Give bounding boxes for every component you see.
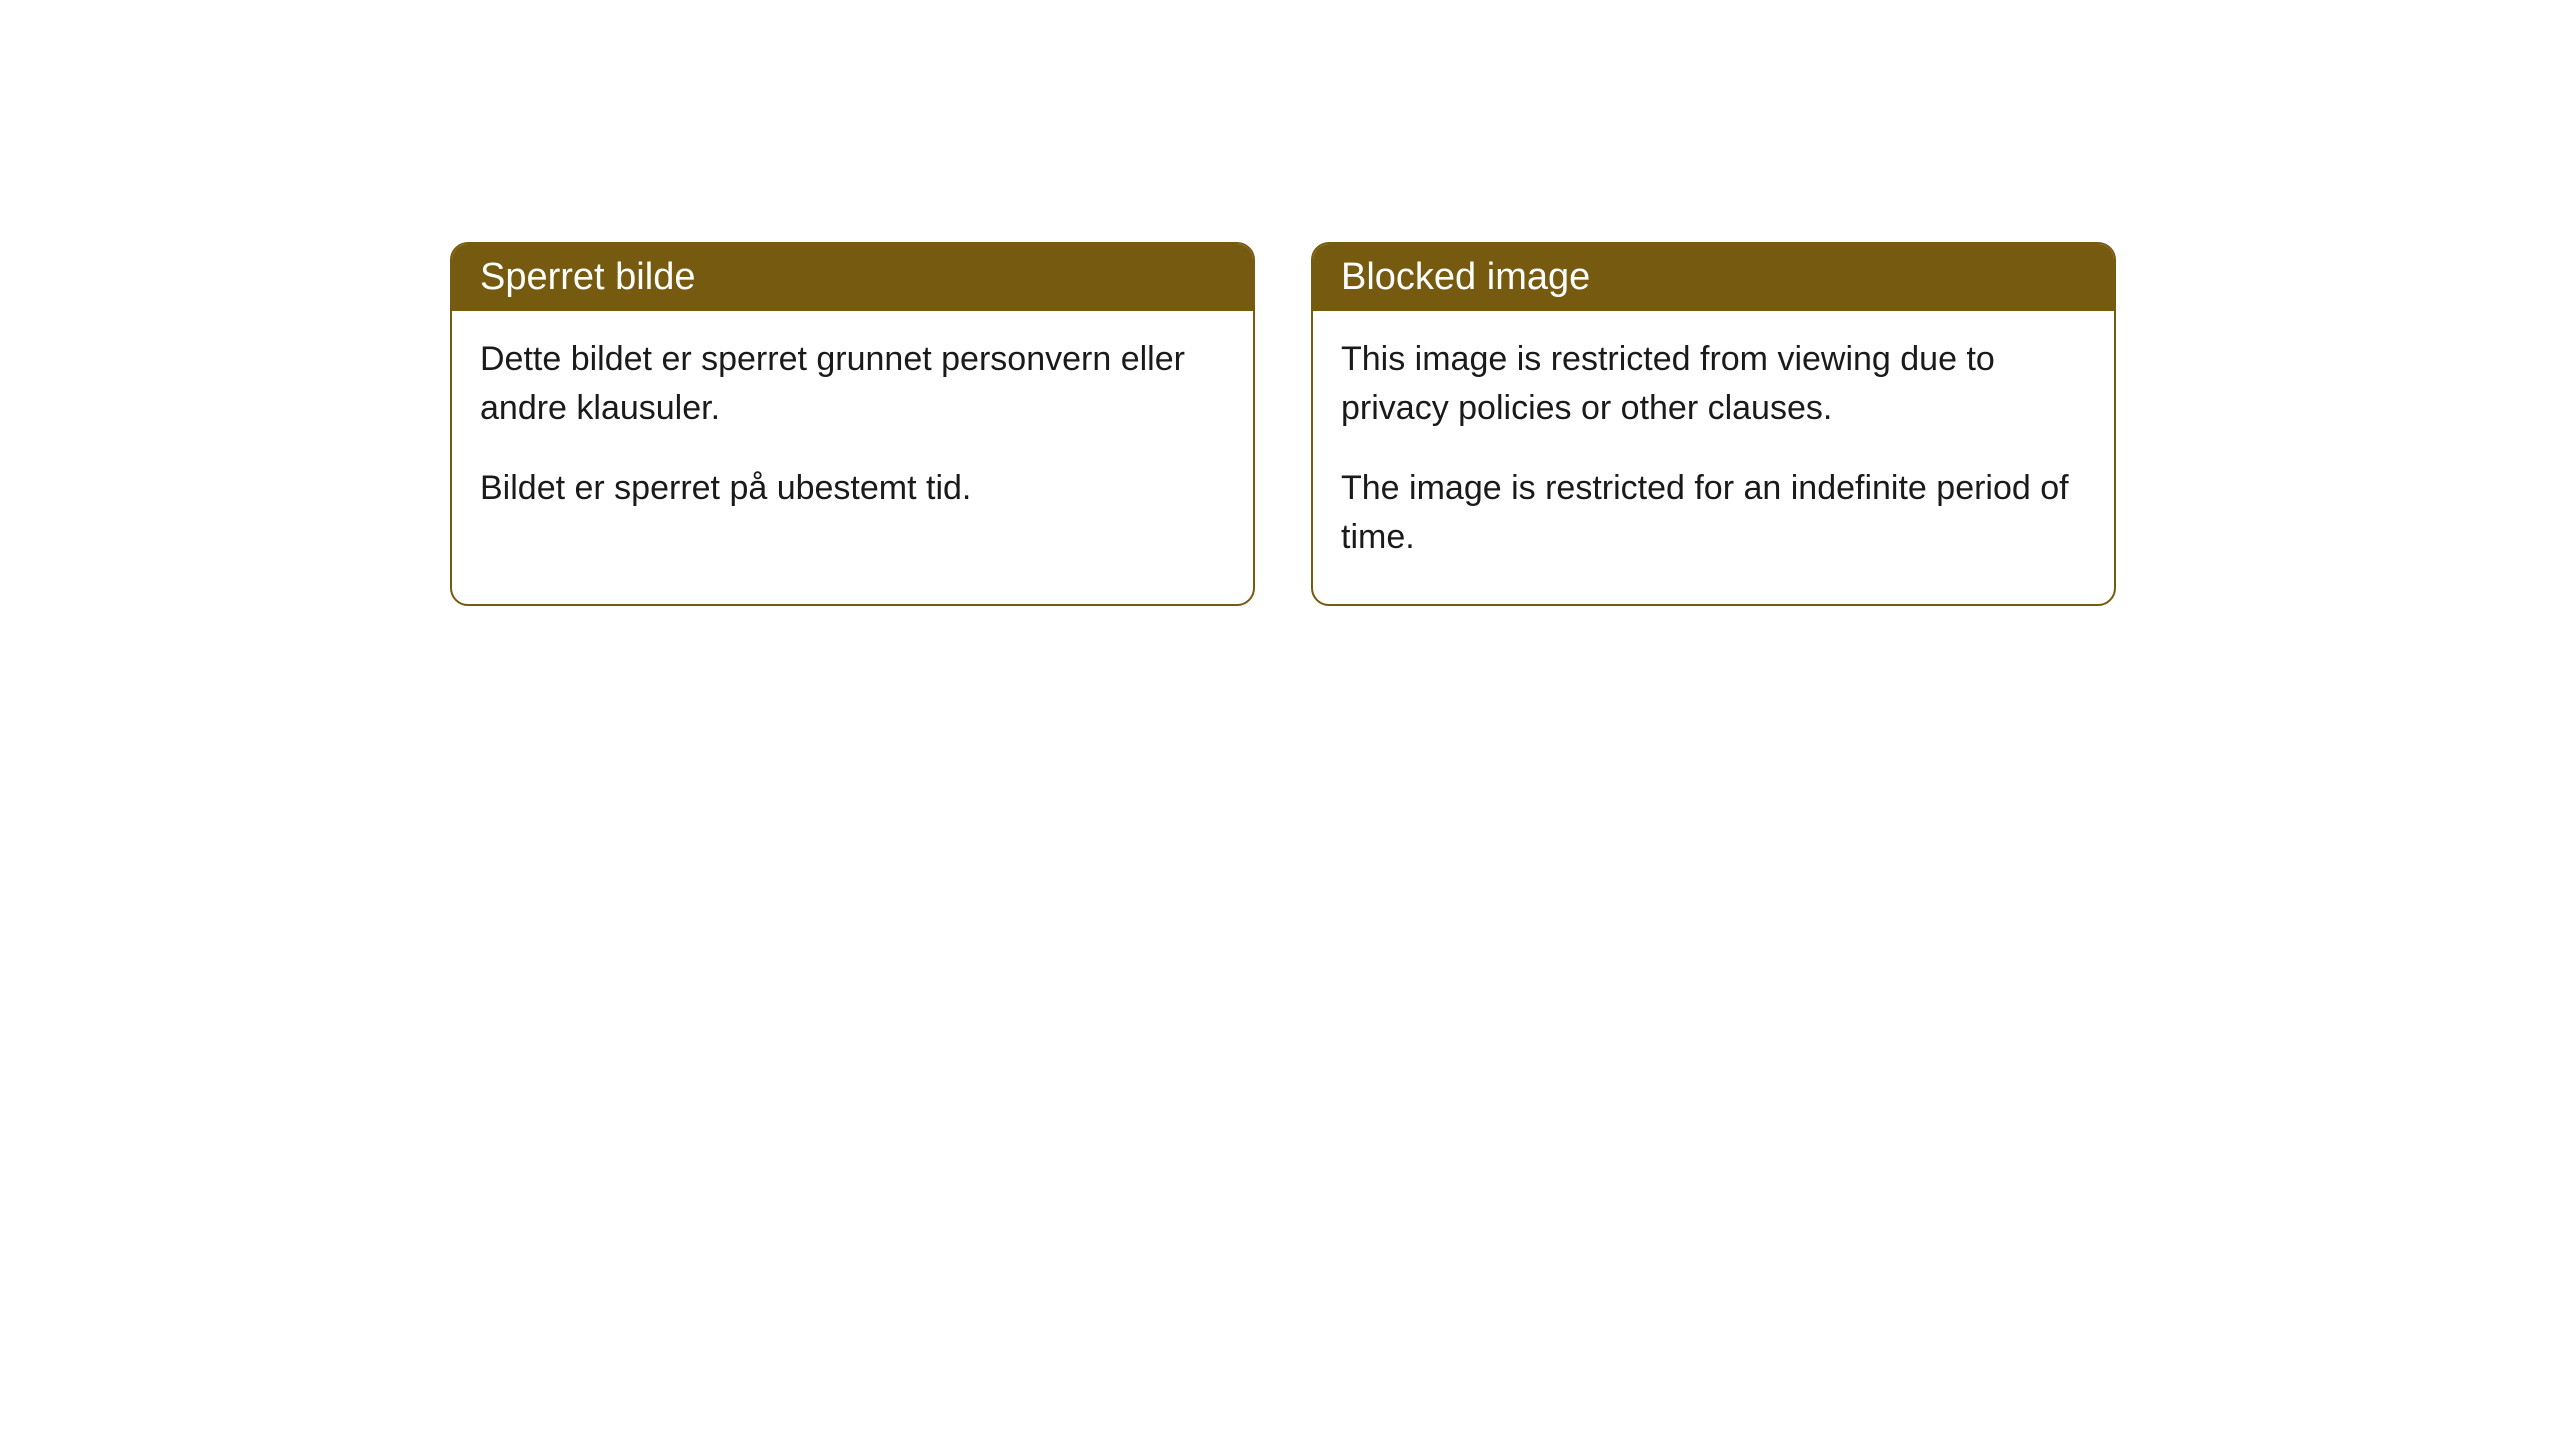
card-paragraph: Bildet er sperret på ubestemt tid. [480, 464, 1225, 513]
card-english: Blocked image This image is restricted f… [1311, 242, 2116, 606]
card-header-english: Blocked image [1313, 244, 2114, 311]
card-body-norwegian: Dette bildet er sperret grunnet personve… [452, 311, 1253, 555]
card-header-norwegian: Sperret bilde [452, 244, 1253, 311]
card-norwegian: Sperret bilde Dette bildet er sperret gr… [450, 242, 1255, 606]
card-paragraph: The image is restricted for an indefinit… [1341, 464, 2086, 563]
card-paragraph: This image is restricted from viewing du… [1341, 335, 2086, 434]
cards-container: Sperret bilde Dette bildet er sperret gr… [450, 242, 2116, 606]
card-body-english: This image is restricted from viewing du… [1313, 311, 2114, 604]
card-paragraph: Dette bildet er sperret grunnet personve… [480, 335, 1225, 434]
